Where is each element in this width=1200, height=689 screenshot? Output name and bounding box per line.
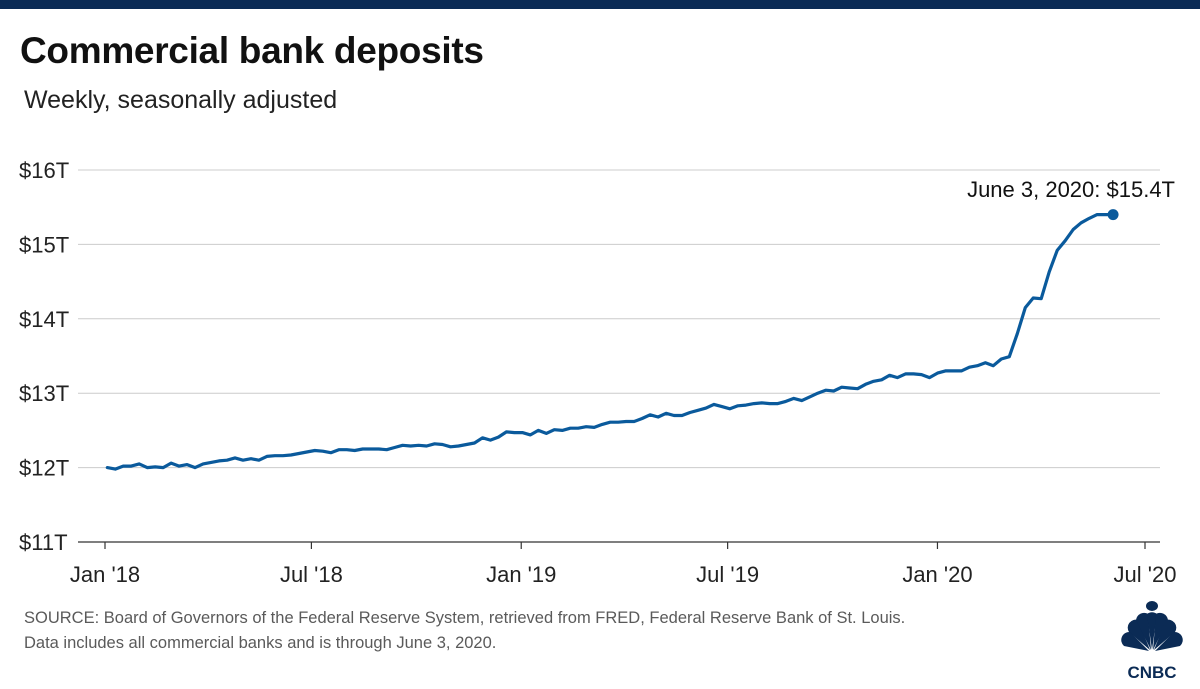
y-tick-label: $15T xyxy=(19,232,69,257)
top-bar xyxy=(0,0,1200,9)
y-tick-label: $16T xyxy=(19,158,69,183)
y-tick-label: $13T xyxy=(19,381,69,406)
x-tick-label: Jul '19 xyxy=(696,562,759,587)
source-note: SOURCE: Board of Governors of the Federa… xyxy=(24,606,905,656)
x-tick-label: Jan '18 xyxy=(70,562,140,587)
source-line-1: SOURCE: Board of Governors of the Federa… xyxy=(24,609,906,627)
line-chart: $11T $12T $13T $14T $15T $16T Jan '18 Jul '18 Ja… xyxy=(19,158,1177,587)
x-tick-label: Jan '20 xyxy=(902,562,972,587)
source-line-2: Data includes all commercial banks and i… xyxy=(24,634,497,652)
y-tick-label: $14T xyxy=(19,307,69,332)
series-line xyxy=(105,213,1115,471)
x-tick-label: Jan '19 xyxy=(486,562,556,587)
y-tick-label: $11T xyxy=(19,530,68,555)
chart-title: Commercial bank deposits xyxy=(20,30,484,71)
x-tick-label: Jul '18 xyxy=(280,562,343,587)
chart-subtitle: Weekly, seasonally adjusted xyxy=(24,86,338,114)
y-tick-label: $12T xyxy=(19,456,69,481)
annotation-label: June 3, 2020: $15.4T xyxy=(967,177,1175,202)
peacock-icon xyxy=(1121,601,1183,651)
annotation-point xyxy=(1107,209,1119,221)
cnbc-wordmark: CNBC xyxy=(1127,663,1176,682)
x-tick-label: Jul '20 xyxy=(1114,562,1177,587)
cnbc-peacock-logo: CNBC xyxy=(1121,601,1183,682)
